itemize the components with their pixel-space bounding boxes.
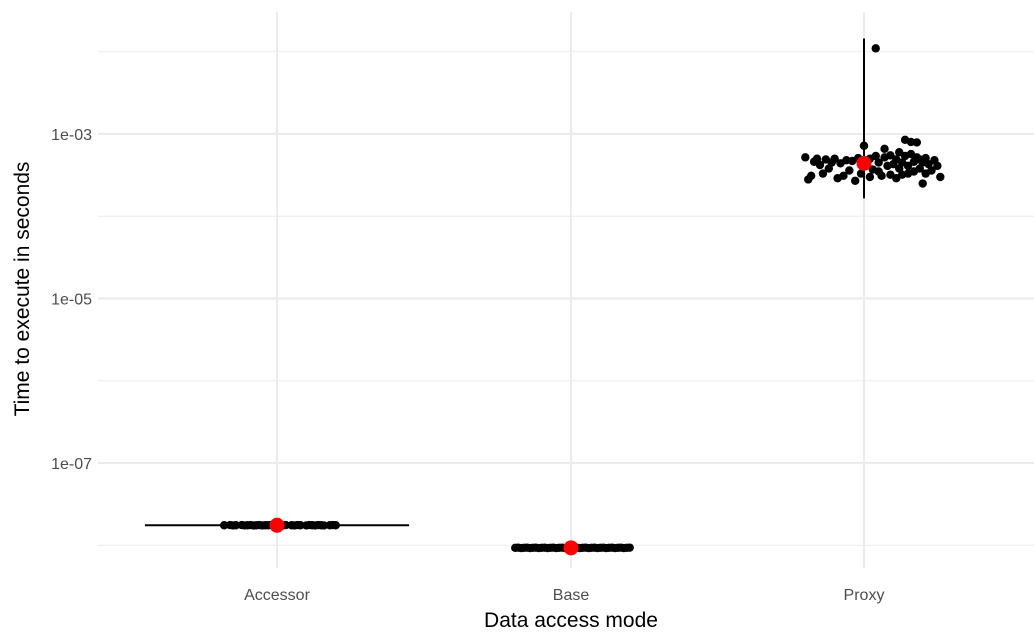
data-point bbox=[806, 171, 816, 181]
x-axis-title: Data access mode bbox=[484, 609, 658, 632]
data-point bbox=[886, 151, 895, 160]
data-point bbox=[830, 154, 839, 163]
y-tick-labels: 1e-07 1e-05 1e-03 bbox=[51, 127, 92, 473]
data-point bbox=[918, 179, 927, 188]
y-axis-title: Time to execute in seconds bbox=[11, 162, 34, 417]
data-point bbox=[912, 138, 922, 147]
data-point bbox=[219, 521, 229, 530]
data-point bbox=[933, 161, 942, 171]
data-point bbox=[903, 161, 913, 171]
y-tick-label: 1e-03 bbox=[51, 127, 92, 144]
y-tick-label: 1e-05 bbox=[51, 292, 92, 309]
data-point bbox=[319, 521, 329, 530]
data-point bbox=[880, 144, 889, 154]
data-point bbox=[927, 166, 936, 175]
y-tick-label: 1e-07 bbox=[51, 456, 92, 473]
data-point bbox=[801, 153, 810, 162]
data-point bbox=[815, 160, 825, 170]
x-tick-labels: Accessor Base Proxy bbox=[244, 587, 884, 604]
data-point bbox=[231, 521, 241, 530]
data-point bbox=[331, 521, 340, 530]
x-tick-label: Proxy bbox=[844, 587, 885, 604]
major-gridlines bbox=[98, 12, 1034, 568]
data-point bbox=[839, 171, 848, 181]
mean-point bbox=[269, 517, 285, 533]
data-point bbox=[856, 169, 866, 178]
range-lines bbox=[144, 38, 865, 549]
data-point bbox=[859, 141, 869, 150]
mean-point bbox=[856, 155, 872, 171]
data-points bbox=[219, 44, 945, 553]
mean-point bbox=[563, 540, 579, 556]
data-point bbox=[296, 521, 305, 530]
x-tick-label: Base bbox=[553, 587, 590, 604]
mean-points bbox=[269, 155, 872, 556]
data-point bbox=[818, 169, 828, 178]
data-point bbox=[871, 151, 880, 161]
data-point bbox=[871, 44, 880, 53]
data-point bbox=[625, 543, 634, 552]
data-point bbox=[874, 158, 883, 167]
data-point bbox=[936, 172, 945, 182]
data-point bbox=[877, 171, 886, 181]
data-point bbox=[812, 154, 822, 163]
data-point bbox=[845, 166, 854, 175]
data-point bbox=[850, 176, 860, 185]
x-tick-label: Accessor bbox=[244, 587, 310, 604]
data-point bbox=[865, 172, 875, 182]
